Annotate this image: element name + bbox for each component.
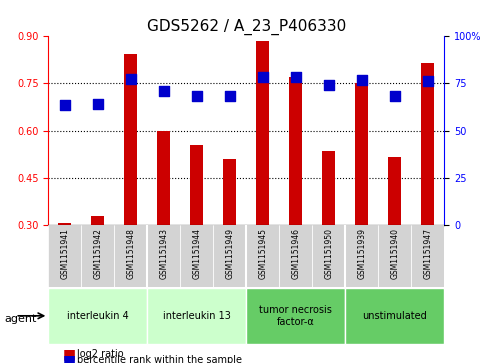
Bar	[322, 151, 335, 225]
Text: GSM1151939: GSM1151939	[357, 228, 366, 279]
Text: GSM1151945: GSM1151945	[258, 228, 267, 279]
Bar	[157, 131, 170, 225]
FancyBboxPatch shape	[114, 225, 147, 287]
FancyBboxPatch shape	[279, 225, 313, 287]
Bar	[91, 216, 104, 225]
Text: GSM1151940: GSM1151940	[390, 228, 399, 279]
Point	[160, 88, 168, 94]
FancyBboxPatch shape	[412, 225, 444, 287]
Bar	[289, 77, 302, 225]
Point	[259, 74, 267, 80]
Bar	[223, 159, 237, 225]
Title: GDS5262 / A_23_P406330: GDS5262 / A_23_P406330	[147, 19, 346, 35]
Bar	[190, 145, 203, 225]
Text: GSM1151942: GSM1151942	[93, 228, 102, 279]
Point	[292, 74, 299, 80]
Point	[61, 102, 69, 108]
Point	[94, 101, 102, 107]
FancyBboxPatch shape	[147, 225, 180, 287]
Text: log2 ratio: log2 ratio	[77, 349, 124, 359]
Text: agent: agent	[5, 314, 37, 325]
Bar	[256, 41, 270, 225]
Bar	[388, 158, 401, 225]
Bar	[421, 63, 435, 225]
Point	[424, 78, 432, 83]
FancyBboxPatch shape	[81, 225, 114, 287]
FancyBboxPatch shape	[246, 288, 345, 344]
Point	[325, 82, 333, 88]
Text: GSM1151946: GSM1151946	[291, 228, 300, 279]
Text: percentile rank within the sample: percentile rank within the sample	[77, 355, 242, 363]
FancyBboxPatch shape	[345, 288, 444, 344]
FancyBboxPatch shape	[213, 225, 246, 287]
Point	[127, 76, 135, 82]
FancyBboxPatch shape	[313, 225, 345, 287]
Text: GSM1151948: GSM1151948	[127, 228, 135, 279]
Bar	[355, 83, 369, 225]
Point	[391, 93, 399, 99]
Point	[358, 77, 366, 83]
Text: GSM1151941: GSM1151941	[60, 228, 69, 279]
Text: GSM1151944: GSM1151944	[192, 228, 201, 279]
FancyBboxPatch shape	[378, 225, 412, 287]
FancyBboxPatch shape	[246, 225, 279, 287]
Point	[193, 93, 201, 99]
Text: GSM1151943: GSM1151943	[159, 228, 168, 279]
Text: interleukin 13: interleukin 13	[163, 311, 231, 321]
FancyBboxPatch shape	[147, 288, 246, 344]
Point	[226, 93, 234, 99]
Bar	[58, 224, 71, 225]
Text: ■: ■	[63, 347, 76, 361]
Text: unstimulated: unstimulated	[362, 311, 427, 321]
Text: GSM1151950: GSM1151950	[325, 228, 333, 279]
FancyBboxPatch shape	[48, 225, 81, 287]
Text: tumor necrosis
factor-α: tumor necrosis factor-α	[259, 305, 332, 327]
Text: interleukin 4: interleukin 4	[67, 311, 128, 321]
FancyBboxPatch shape	[345, 225, 378, 287]
FancyBboxPatch shape	[180, 225, 213, 287]
FancyBboxPatch shape	[48, 288, 147, 344]
Text: GSM1151947: GSM1151947	[424, 228, 432, 279]
Text: GSM1151949: GSM1151949	[226, 228, 234, 279]
Text: ■: ■	[63, 353, 76, 363]
Bar	[124, 54, 138, 225]
